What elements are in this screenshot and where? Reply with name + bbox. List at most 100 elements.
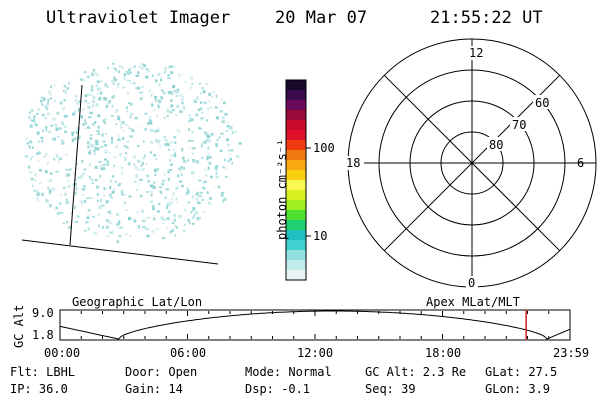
timeline-ytick-high: 9.0 — [32, 306, 54, 320]
polar-label-lat-60: 60 — [535, 96, 550, 110]
uv-speckle — [210, 133, 214, 136]
uv-speckle — [151, 229, 155, 233]
uv-speckle — [175, 226, 179, 229]
colorbar-band — [286, 150, 306, 161]
uv-speckle — [65, 153, 68, 156]
uv-speckle — [83, 185, 86, 188]
uv-speckle — [225, 167, 228, 170]
uv-speckle — [41, 113, 45, 117]
uv-speckle — [77, 176, 81, 180]
uv-speckle — [33, 120, 36, 123]
uv-speckle — [166, 205, 169, 209]
uv-speckle — [49, 204, 52, 208]
uv-speckle — [111, 175, 115, 178]
uv-speckle — [99, 79, 103, 83]
uv-speckle — [206, 158, 209, 161]
uv-speckle — [226, 121, 229, 125]
polar-label-mlt-12: 12 — [469, 46, 484, 60]
uv-speckle — [215, 165, 219, 168]
uv-speckle — [215, 143, 218, 147]
uv-speckle — [137, 225, 141, 229]
uv-speckle — [105, 104, 108, 108]
uv-speckle — [106, 219, 110, 222]
uv-speckle — [171, 221, 175, 225]
uv-speckle — [199, 92, 203, 95]
uv-speckle — [116, 213, 119, 216]
uv-speckle — [108, 151, 111, 154]
uv-speckle — [159, 144, 161, 148]
uv-speckle — [128, 102, 131, 105]
uv-speckle — [137, 71, 140, 75]
uv-speckle — [148, 119, 152, 122]
uv-speckle — [30, 109, 34, 112]
uv-speckle — [83, 79, 86, 82]
uv-speckle — [115, 123, 118, 126]
uv-speckle — [207, 135, 211, 137]
status-glat: GLat: 27.5 — [485, 365, 558, 379]
uv-speckle — [124, 71, 127, 73]
uv-speckle — [45, 128, 48, 132]
uv-speckle — [186, 187, 189, 191]
uv-speckle — [61, 121, 64, 125]
uv-speckle — [186, 160, 189, 163]
uv-speckle — [143, 140, 145, 143]
uv-speckle — [214, 166, 218, 170]
uv-speckle — [50, 85, 53, 89]
uv-speckle — [190, 211, 193, 214]
timeline-right-title: Apex MLat/MLT — [426, 295, 520, 309]
uv-speckle — [53, 117, 56, 121]
uv-speckle — [204, 168, 207, 171]
uv-speckle — [160, 216, 164, 219]
uv-speckle — [223, 101, 226, 105]
uv-speckle — [178, 130, 181, 134]
uv-speckle — [50, 124, 54, 127]
uv-speckle — [92, 215, 95, 218]
uv-speckle — [82, 108, 85, 111]
uv-speckle — [48, 90, 52, 94]
uv-speckle — [63, 99, 66, 102]
uv-speckle — [149, 141, 154, 144]
uv-speckle — [95, 84, 99, 87]
uv-speckle — [89, 111, 93, 115]
uv-speckle — [198, 127, 201, 130]
uv-speckle — [173, 66, 176, 68]
uv-speckle — [56, 154, 59, 158]
uv-speckle — [222, 199, 225, 203]
uv-speckle — [25, 137, 28, 140]
uv-speckle — [129, 135, 132, 138]
uv-speckle — [140, 67, 144, 71]
uv-speckle — [156, 114, 159, 118]
polar-label-mlt-18: 18 — [346, 156, 361, 170]
uv-speckle — [94, 153, 97, 155]
uv-speckle — [219, 149, 223, 153]
uv-speckle — [143, 64, 146, 67]
uv-speckle — [47, 130, 52, 134]
uv-speckle — [195, 197, 199, 201]
uv-speckle — [143, 65, 146, 68]
uv-speckle — [33, 189, 36, 192]
uv-speckle — [133, 220, 137, 223]
polar-diagonal-2 — [383, 74, 561, 252]
uv-speckle — [166, 143, 170, 147]
uv-speckle — [191, 195, 194, 199]
uv-speckle — [36, 131, 40, 135]
uv-speckle — [199, 107, 203, 110]
uv-speckle — [173, 149, 175, 152]
uv-speckle — [50, 179, 52, 182]
uv-speckle — [81, 194, 84, 196]
uv-speckle — [161, 89, 164, 92]
uv-speckle — [149, 190, 151, 193]
uv-speckle — [83, 71, 87, 73]
uv-speckle — [175, 90, 179, 94]
uv-speckle — [200, 111, 205, 114]
uv-speckle — [47, 98, 50, 102]
uv-speckle — [235, 155, 240, 158]
uv-speckle — [120, 126, 123, 129]
status-glon: GLon: 3.9 — [485, 382, 551, 396]
timeline-frame — [59, 309, 571, 341]
uv-speckle — [83, 229, 87, 232]
uv-speckle — [167, 170, 170, 174]
uv-speckle — [138, 183, 141, 185]
uv-speckle — [222, 166, 225, 169]
uv-speckle — [221, 120, 225, 124]
